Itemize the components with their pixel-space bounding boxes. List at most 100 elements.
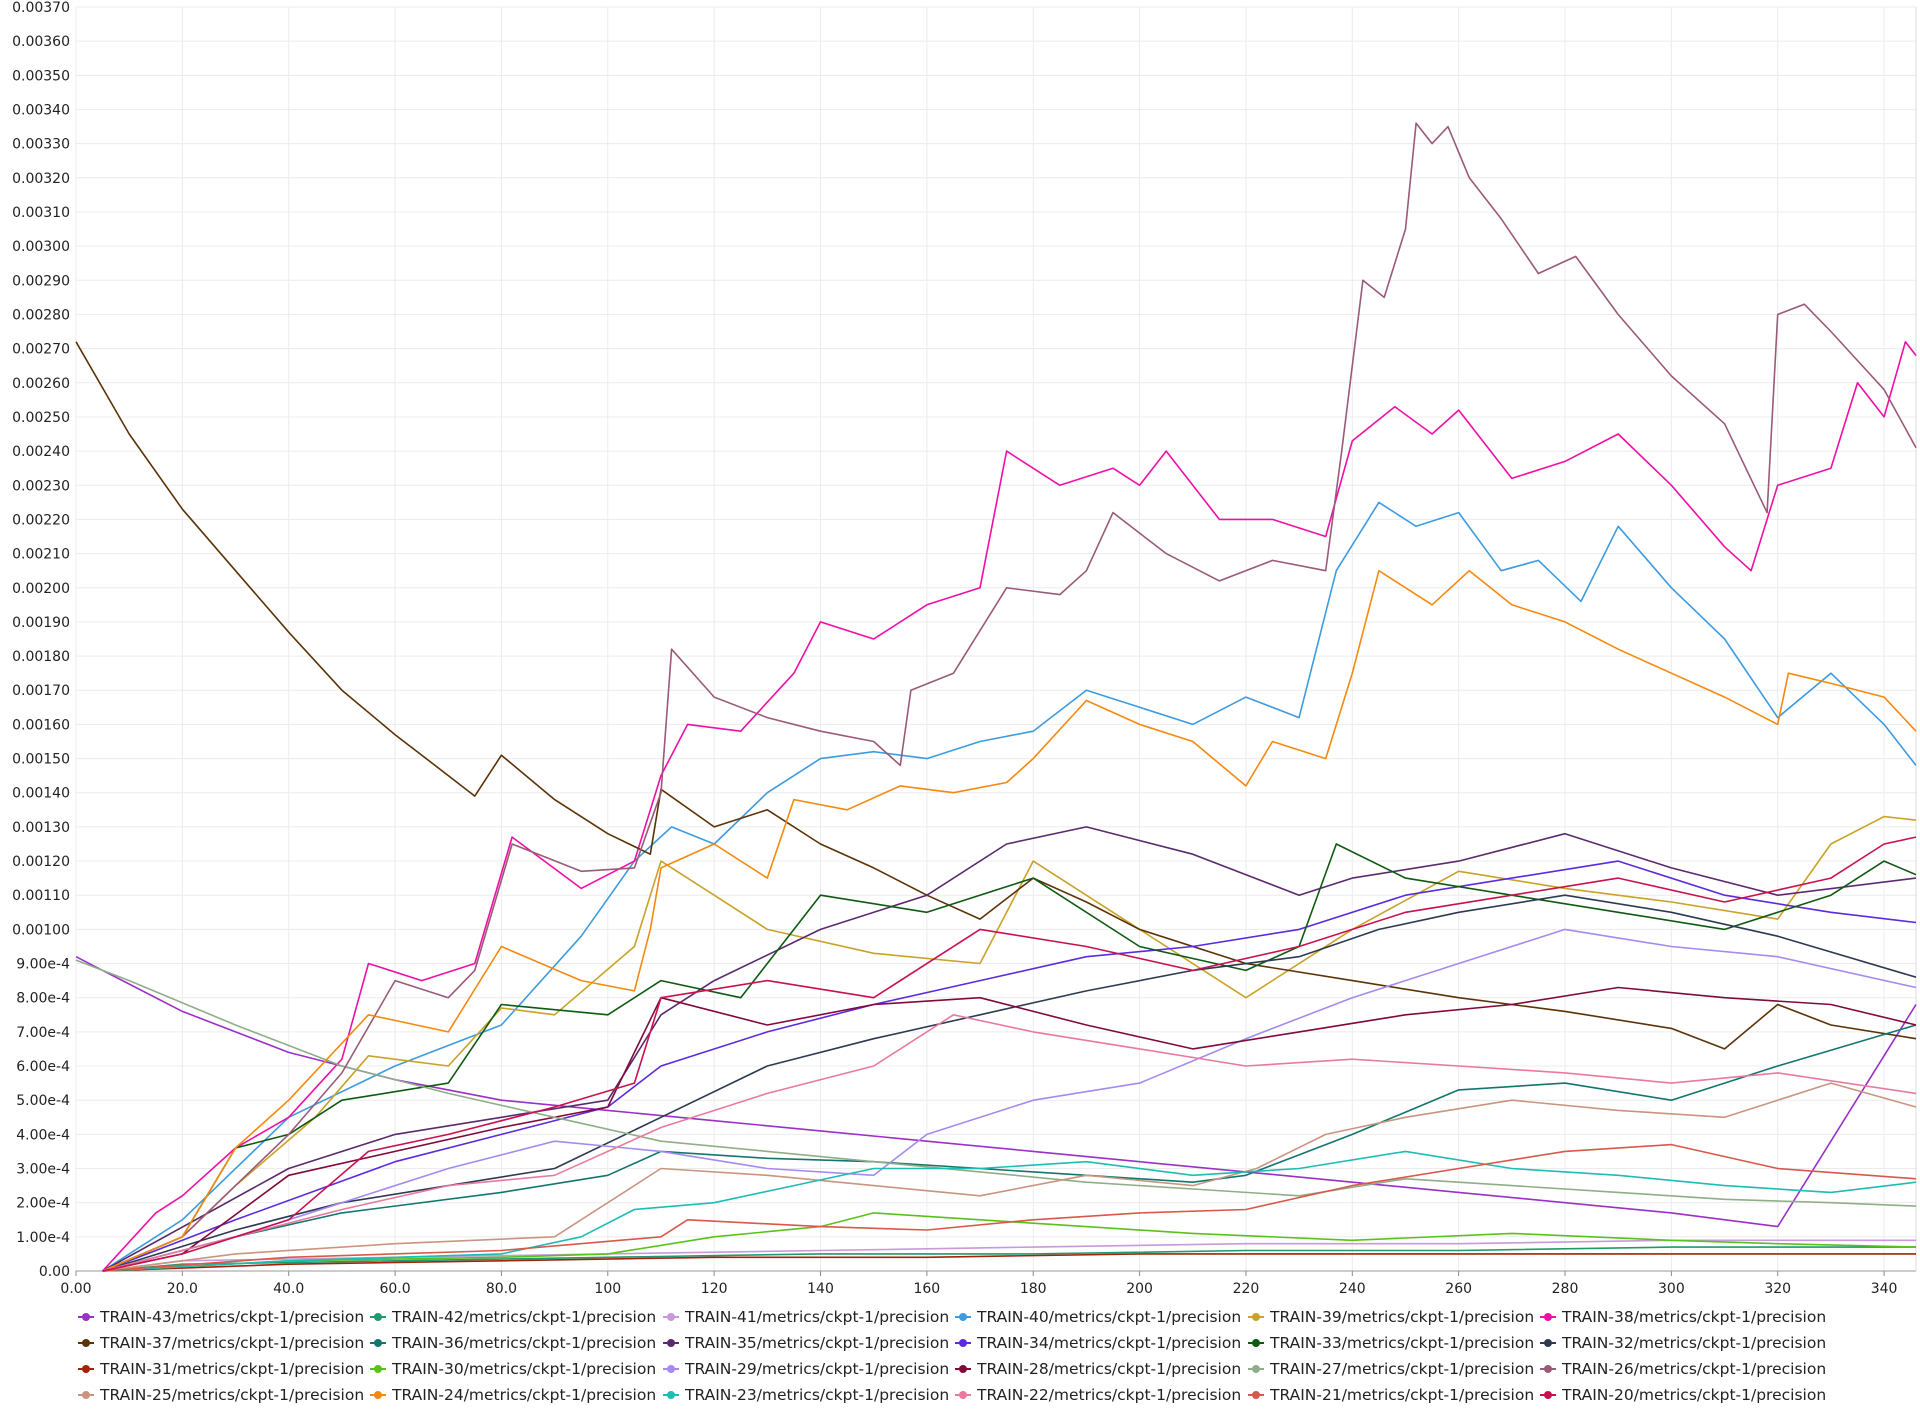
x-tick-label: 140 <box>807 1281 834 1297</box>
legend-item[interactable]: TRAIN-39/metrics/ckpt-1/precision <box>1248 1306 1534 1328</box>
grid <box>75 6 1916 1272</box>
series-line-0[interactable] <box>75 955 1917 1228</box>
y-tick-label: 7.00e-4 <box>16 1025 70 1041</box>
legend-swatch-icon <box>1248 1361 1264 1377</box>
legend-swatch-icon <box>370 1335 386 1351</box>
legend-item[interactable]: TRAIN-42/metrics/ckpt-1/precision <box>370 1306 656 1328</box>
series-line-15[interactable] <box>102 986 1917 1272</box>
legend-swatch-icon <box>1540 1335 1556 1351</box>
y-tick-label: 0.00200 <box>12 581 70 597</box>
legend-swatch-icon <box>1248 1335 1264 1351</box>
legend-item[interactable]: TRAIN-22/metrics/ckpt-1/precision <box>955 1384 1241 1406</box>
x-tick-label: 0.00 <box>60 1281 91 1297</box>
series-line-2[interactable] <box>102 1239 1916 1272</box>
y-tick-label: 0.00370 <box>12 0 70 16</box>
legend-swatch-icon <box>1540 1361 1556 1377</box>
series-line-16[interactable] <box>75 959 1917 1207</box>
legend-swatch-icon <box>370 1309 386 1325</box>
legend-item[interactable]: TRAIN-37/metrics/ckpt-1/precision <box>78 1332 364 1354</box>
legend-label: TRAIN-38/metrics/ckpt-1/precision <box>1562 1308 1827 1326</box>
legend-label: TRAIN-28/metrics/ckpt-1/precision <box>977 1360 1242 1378</box>
legend-item[interactable]: TRAIN-32/metrics/ckpt-1/precision <box>1540 1332 1826 1354</box>
series-line-5[interactable] <box>102 341 1917 1272</box>
y-tick-label: 0.00340 <box>12 102 70 118</box>
legend-label: TRAIN-27/metrics/ckpt-1/precision <box>1270 1360 1535 1378</box>
legend-label: TRAIN-20/metrics/ckpt-1/precision <box>1562 1386 1827 1404</box>
legend-swatch-icon <box>955 1335 971 1351</box>
series-line-3[interactable] <box>102 501 1917 1272</box>
series-line-4[interactable] <box>102 815 1917 1272</box>
y-tick-label: 0.00180 <box>12 649 70 665</box>
legend-swatch-icon <box>1248 1387 1264 1403</box>
x-tick-label: 100 <box>594 1281 621 1297</box>
y-tick-label: 0.00100 <box>12 922 70 938</box>
series-line-19[interactable] <box>102 569 1917 1272</box>
legend-item[interactable]: TRAIN-34/metrics/ckpt-1/precision <box>955 1332 1241 1354</box>
legend-swatch-icon <box>663 1335 679 1351</box>
legend-swatch-icon <box>370 1361 386 1377</box>
legend-label: TRAIN-32/metrics/ckpt-1/precision <box>1562 1334 1827 1352</box>
series-line-21[interactable] <box>102 1014 1917 1272</box>
legend-item[interactable]: TRAIN-31/metrics/ckpt-1/precision <box>78 1358 364 1380</box>
x-tick-label: 340 <box>1871 1281 1898 1297</box>
legend-item[interactable]: TRAIN-21/metrics/ckpt-1/precision <box>1248 1384 1534 1406</box>
y-tick-label: 0.00290 <box>12 273 70 289</box>
y-tick-label: 0.00320 <box>12 171 70 187</box>
legend-label: TRAIN-30/metrics/ckpt-1/precision <box>392 1360 657 1378</box>
legend-item[interactable]: TRAIN-36/metrics/ckpt-1/precision <box>370 1332 656 1354</box>
legend-label: TRAIN-42/metrics/ckpt-1/precision <box>392 1308 657 1326</box>
series-line-8[interactable] <box>102 826 1917 1272</box>
legend-item[interactable]: TRAIN-35/metrics/ckpt-1/precision <box>663 1332 949 1354</box>
series-line-1[interactable] <box>102 1246 1916 1272</box>
legend-item[interactable]: TRAIN-43/metrics/ckpt-1/precision <box>78 1306 364 1328</box>
legend-item[interactable]: TRAIN-27/metrics/ckpt-1/precision <box>1248 1358 1534 1380</box>
legend-item[interactable]: TRAIN-38/metrics/ckpt-1/precision <box>1540 1306 1826 1328</box>
legend-swatch-icon <box>663 1309 679 1325</box>
legend-item[interactable]: TRAIN-26/metrics/ckpt-1/precision <box>1540 1358 1826 1380</box>
series-line-7[interactable] <box>102 1024 1917 1272</box>
legend-item[interactable]: TRAIN-30/metrics/ckpt-1/precision <box>370 1358 656 1380</box>
series-line-17[interactable] <box>102 122 1917 1272</box>
legend-item[interactable]: TRAIN-41/metrics/ckpt-1/precision <box>663 1306 949 1328</box>
y-tick-label: 0.00350 <box>12 68 70 84</box>
legend-item[interactable]: TRAIN-24/metrics/ckpt-1/precision <box>370 1384 656 1406</box>
series-line-11[interactable] <box>102 894 1917 1272</box>
legend-label: TRAIN-40/metrics/ckpt-1/precision <box>977 1308 1242 1326</box>
y-tick-label: 0.00120 <box>12 854 70 870</box>
series-line-22[interactable] <box>102 1143 1917 1272</box>
y-tick-label: 0.00210 <box>12 547 70 563</box>
y-tick-label: 2.00e-4 <box>16 1196 70 1212</box>
legend-label: TRAIN-23/metrics/ckpt-1/precision <box>685 1386 950 1404</box>
legend-swatch-icon <box>78 1335 94 1351</box>
legend: TRAIN-43/metrics/ckpt-1/precision TRAIN-4… <box>0 1300 1920 1412</box>
series-line-13[interactable] <box>102 1212 1917 1272</box>
y-tick-label: 9.00e-4 <box>16 957 70 973</box>
y-tick-label: 0.00330 <box>12 137 70 153</box>
series-line-9[interactable] <box>102 860 1917 1272</box>
series-line-10[interactable] <box>102 843 1917 1272</box>
y-tick-label: 0.00190 <box>12 615 70 631</box>
legend-item[interactable]: TRAIN-33/metrics/ckpt-1/precision <box>1248 1332 1534 1354</box>
legend-item[interactable]: TRAIN-25/metrics/ckpt-1/precision <box>78 1384 364 1406</box>
series-line-6[interactable] <box>75 341 1917 1050</box>
legend-item[interactable]: TRAIN-23/metrics/ckpt-1/precision <box>663 1384 949 1406</box>
legend-item[interactable]: TRAIN-40/metrics/ckpt-1/precision <box>955 1306 1241 1328</box>
series-line-20[interactable] <box>102 1150 1917 1272</box>
x-tick-label: 240 <box>1339 1281 1366 1297</box>
legend-label: TRAIN-33/metrics/ckpt-1/precision <box>1270 1334 1535 1352</box>
legend-item[interactable]: TRAIN-20/metrics/ckpt-1/precision <box>1540 1384 1826 1406</box>
y-tick-label: 0.00 <box>39 1264 70 1280</box>
legend-swatch-icon <box>78 1309 94 1325</box>
series-line-12[interactable] <box>102 1253 1916 1272</box>
y-tick-label: 5.00e-4 <box>16 1093 70 1109</box>
legend-item[interactable]: TRAIN-29/metrics/ckpt-1/precision <box>663 1358 949 1380</box>
legend-item[interactable]: TRAIN-28/metrics/ckpt-1/precision <box>955 1358 1241 1380</box>
series-line-23[interactable] <box>102 836 1917 1272</box>
legend-label: TRAIN-24/metrics/ckpt-1/precision <box>392 1386 657 1404</box>
series-line-18[interactable] <box>102 1082 1917 1272</box>
legend-label: TRAIN-37/metrics/ckpt-1/precision <box>100 1334 365 1352</box>
y-tick-label: 0.00140 <box>12 786 70 802</box>
y-tick-label: 0.00300 <box>12 239 70 255</box>
series-line-14[interactable] <box>102 928 1917 1272</box>
legend-swatch-icon <box>78 1387 94 1403</box>
